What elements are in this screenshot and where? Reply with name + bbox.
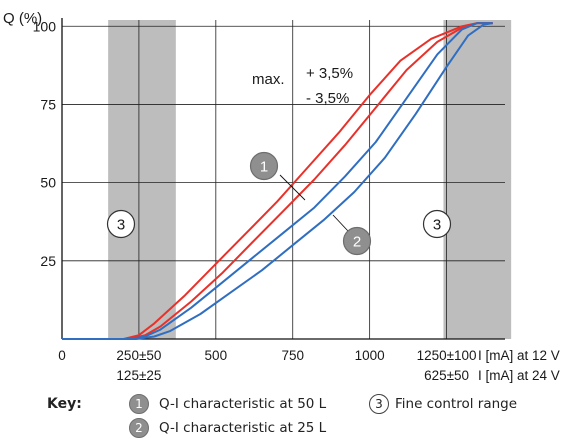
key-marker-2: 2	[129, 418, 149, 438]
x-tick-label-5: 1250±100	[417, 348, 477, 363]
annotation-max: max.	[252, 71, 285, 88]
annotation-minus: - 3,5%	[306, 90, 349, 107]
x-tick-label-4: 1000	[355, 348, 385, 363]
x-tick-label2-1: 125±25	[116, 368, 161, 383]
annotation-plus: + 3,5%	[306, 65, 353, 82]
band-marker-left-label: 3	[117, 217, 125, 234]
x-tick-label-0: 0	[58, 348, 66, 363]
y-axis-title: Q (%)	[3, 10, 42, 27]
key-marker-3: 3	[369, 394, 389, 414]
key-marker-1: 1	[129, 394, 149, 414]
key-label-1: Q-I characteristic at 50 L	[159, 396, 327, 412]
callout-marker-1-circle	[249, 151, 279, 181]
fine-control-band-1	[108, 20, 176, 339]
key-label-2: Q-I characteristic at 25 L	[159, 420, 327, 436]
key-title: Key:	[47, 396, 82, 412]
x-tick-label-3: 750	[281, 348, 304, 363]
x-tick-label2-5: 625±50	[424, 368, 469, 383]
band-marker-right-circle	[422, 209, 452, 239]
key-label-3: Fine control range	[395, 396, 518, 412]
callout-leader-2	[332, 214, 349, 232]
band-marker-left-circle	[106, 209, 136, 239]
x-tick-label-2: 500	[205, 348, 228, 363]
series-2-line-1	[62, 22, 493, 340]
callout-leader-1	[279, 174, 306, 201]
series-1-line-1	[62, 22, 493, 340]
x-axis-unit-12v: I [mA] at 12 V	[478, 348, 560, 363]
x-axis-unit-24v: I [mA] at 24 V	[478, 368, 560, 383]
callout-marker-1-label: 1	[260, 159, 268, 176]
y-tick-label-3: 100	[33, 18, 57, 34]
series-2-line-2	[62, 22, 493, 340]
y-tick-label-0: 25	[40, 253, 56, 269]
callout-marker-2-label: 2	[353, 234, 361, 251]
x-tick-label-1: 250±50	[116, 348, 161, 363]
fine-control-band-2	[443, 20, 512, 339]
y-tick-label-2: 75	[40, 96, 56, 112]
band-marker-right-label: 3	[433, 217, 441, 234]
series-1-line-2	[62, 22, 493, 340]
callout-marker-2-circle	[342, 226, 372, 256]
y-tick-label-1: 50	[40, 175, 56, 191]
